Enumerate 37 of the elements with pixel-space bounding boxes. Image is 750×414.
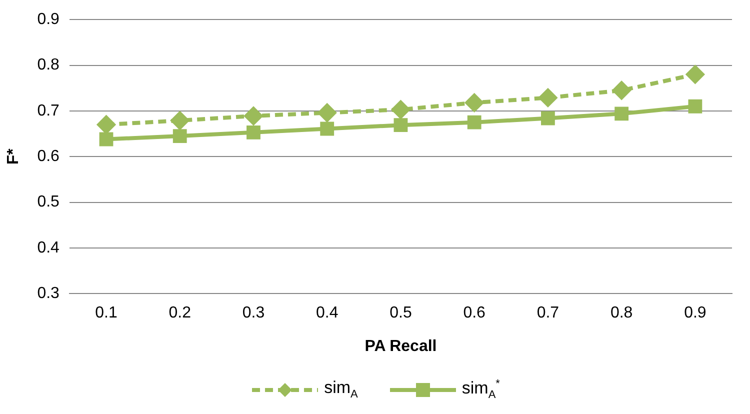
point bbox=[170, 112, 189, 130]
point bbox=[688, 99, 702, 114]
x-tick-label: 0.2 bbox=[168, 304, 192, 322]
point bbox=[244, 106, 262, 125]
x-tick-label: 0.6 bbox=[463, 304, 486, 322]
x-tick-label: 0.9 bbox=[684, 304, 706, 322]
x-tick-label: 0.7 bbox=[536, 304, 560, 322]
point bbox=[465, 94, 484, 112]
y-tick-label: 0.9 bbox=[37, 11, 60, 28]
y-tick-label: 0.4 bbox=[37, 239, 60, 256]
y-tick-label: 0.3 bbox=[37, 285, 60, 302]
x-axis-title: PA Recall bbox=[364, 338, 437, 355]
point bbox=[246, 125, 260, 140]
y-tick-label: 0.8 bbox=[37, 56, 60, 74]
y-tick-label: 0.5 bbox=[37, 194, 60, 211]
y-tick-label: 0.7 bbox=[37, 102, 60, 120]
legend-label: sim$_{A}$ bbox=[324, 378, 358, 401]
point bbox=[392, 100, 410, 119]
point bbox=[467, 115, 482, 130]
y-axis-title: F* bbox=[5, 148, 22, 165]
x-tick-label: 0.8 bbox=[610, 304, 633, 322]
point bbox=[614, 106, 629, 121]
y-tick-label: 0.6 bbox=[37, 148, 60, 166]
point bbox=[541, 111, 555, 126]
point bbox=[97, 116, 116, 134]
x-tick-label: 0.5 bbox=[390, 304, 412, 322]
x-tick-label: 0.1 bbox=[95, 304, 118, 322]
point bbox=[172, 129, 187, 143]
point bbox=[99, 132, 114, 146]
point bbox=[320, 122, 334, 136]
point bbox=[612, 81, 631, 100]
point bbox=[394, 118, 408, 132]
x-tick-label: 0.3 bbox=[242, 304, 265, 322]
point bbox=[538, 88, 557, 107]
x-tick-label: 0.4 bbox=[316, 304, 338, 322]
point bbox=[318, 104, 336, 122]
point bbox=[686, 65, 704, 84]
